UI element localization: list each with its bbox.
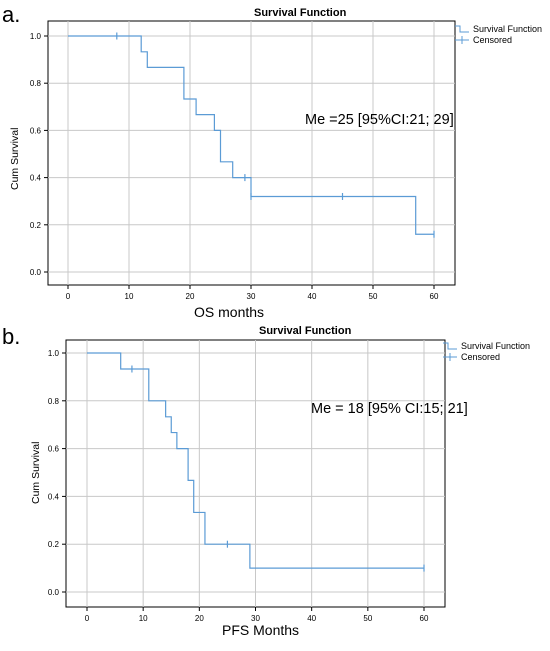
y-tick-label: 0.0 <box>30 268 42 277</box>
legend: Survival Function Censored <box>454 23 542 45</box>
panel-label: a. <box>2 2 21 27</box>
chart-title: Survival Function <box>259 325 352 337</box>
y-tick-label: 0.6 <box>30 126 42 135</box>
plot-area: 0 10 20 30 40 50 60 0.0 0.2 0.4 0.6 0.8 1.0 <box>48 339 446 623</box>
censor-mark-icon <box>443 352 457 361</box>
x-tick-label: 50 <box>369 292 378 301</box>
x-axis-label: OS months <box>194 304 265 320</box>
y-tick-label: 0.6 <box>48 445 60 454</box>
x-tick-label: 30 <box>247 292 256 301</box>
chart-panel-b: b. Survival Function 0 10 20 30 40 50 60 0.0 0.2… <box>0 324 550 651</box>
legend-label: Censored <box>461 351 501 362</box>
legend: Survival Function Censored <box>442 340 530 362</box>
legend-item-survival: Survival Function <box>442 340 530 351</box>
y-axis-label: Cum Survival <box>9 127 21 190</box>
x-tick-label: 20 <box>195 614 204 623</box>
censor-mark-icon <box>455 35 469 44</box>
x-tick-label: 0 <box>85 614 90 623</box>
x-tick-label: 10 <box>125 292 134 301</box>
legend-label: Survival Function <box>473 23 543 34</box>
y-tick-label: 1.0 <box>30 32 42 41</box>
legend-item-survival: Survival Function <box>454 23 542 34</box>
x-tick-label: 50 <box>363 614 372 623</box>
step-line-icon <box>443 342 457 349</box>
y-tick-label: 0.2 <box>48 540 60 549</box>
legend-label: Survival Function <box>461 340 531 351</box>
x-tick-label: 20 <box>186 292 195 301</box>
y-axis-label: Cum Survival <box>30 441 42 504</box>
legend-item-censored: Censored <box>442 351 530 362</box>
chart-title: Survival Function <box>254 7 347 19</box>
median-annotation: Me =25 [95%CI:21; 29] <box>305 112 454 128</box>
x-tick-label: 40 <box>308 292 317 301</box>
legend-label: Censored <box>473 34 513 45</box>
x-tick-label: 60 <box>430 292 439 301</box>
y-tick-label: 0.4 <box>30 174 42 183</box>
y-tick-label: 0.0 <box>48 588 60 597</box>
panel-label: b. <box>2 324 21 349</box>
chart-panel-a: a. Survival Function 0 10 20 30 40 50 60 0.0 0.2… <box>0 0 550 325</box>
legend-item-censored: Censored <box>454 34 542 45</box>
y-tick-label: 1.0 <box>48 349 60 358</box>
survival-step-line <box>87 352 424 569</box>
y-tick-label: 0.2 <box>30 221 42 230</box>
step-line-icon <box>455 25 469 32</box>
y-tick-label: 0.8 <box>30 79 42 88</box>
y-tick-label: 0.4 <box>48 492 60 501</box>
y-tick-label: 0.8 <box>48 397 60 406</box>
x-tick-label: 10 <box>139 614 148 623</box>
x-axis-label: PFS Months <box>222 622 300 638</box>
x-tick-label: 40 <box>307 614 316 623</box>
x-tick-label: 0 <box>66 292 71 301</box>
plot-area: 0 10 20 30 40 50 60 0.0 0.2 0.4 0.6 0.8 1.0 <box>30 20 456 301</box>
median-annotation: Me = 18 [95% CI:15; 21] <box>311 401 468 417</box>
x-tick-label: 60 <box>420 614 429 623</box>
x-tick-label: 30 <box>251 614 260 623</box>
